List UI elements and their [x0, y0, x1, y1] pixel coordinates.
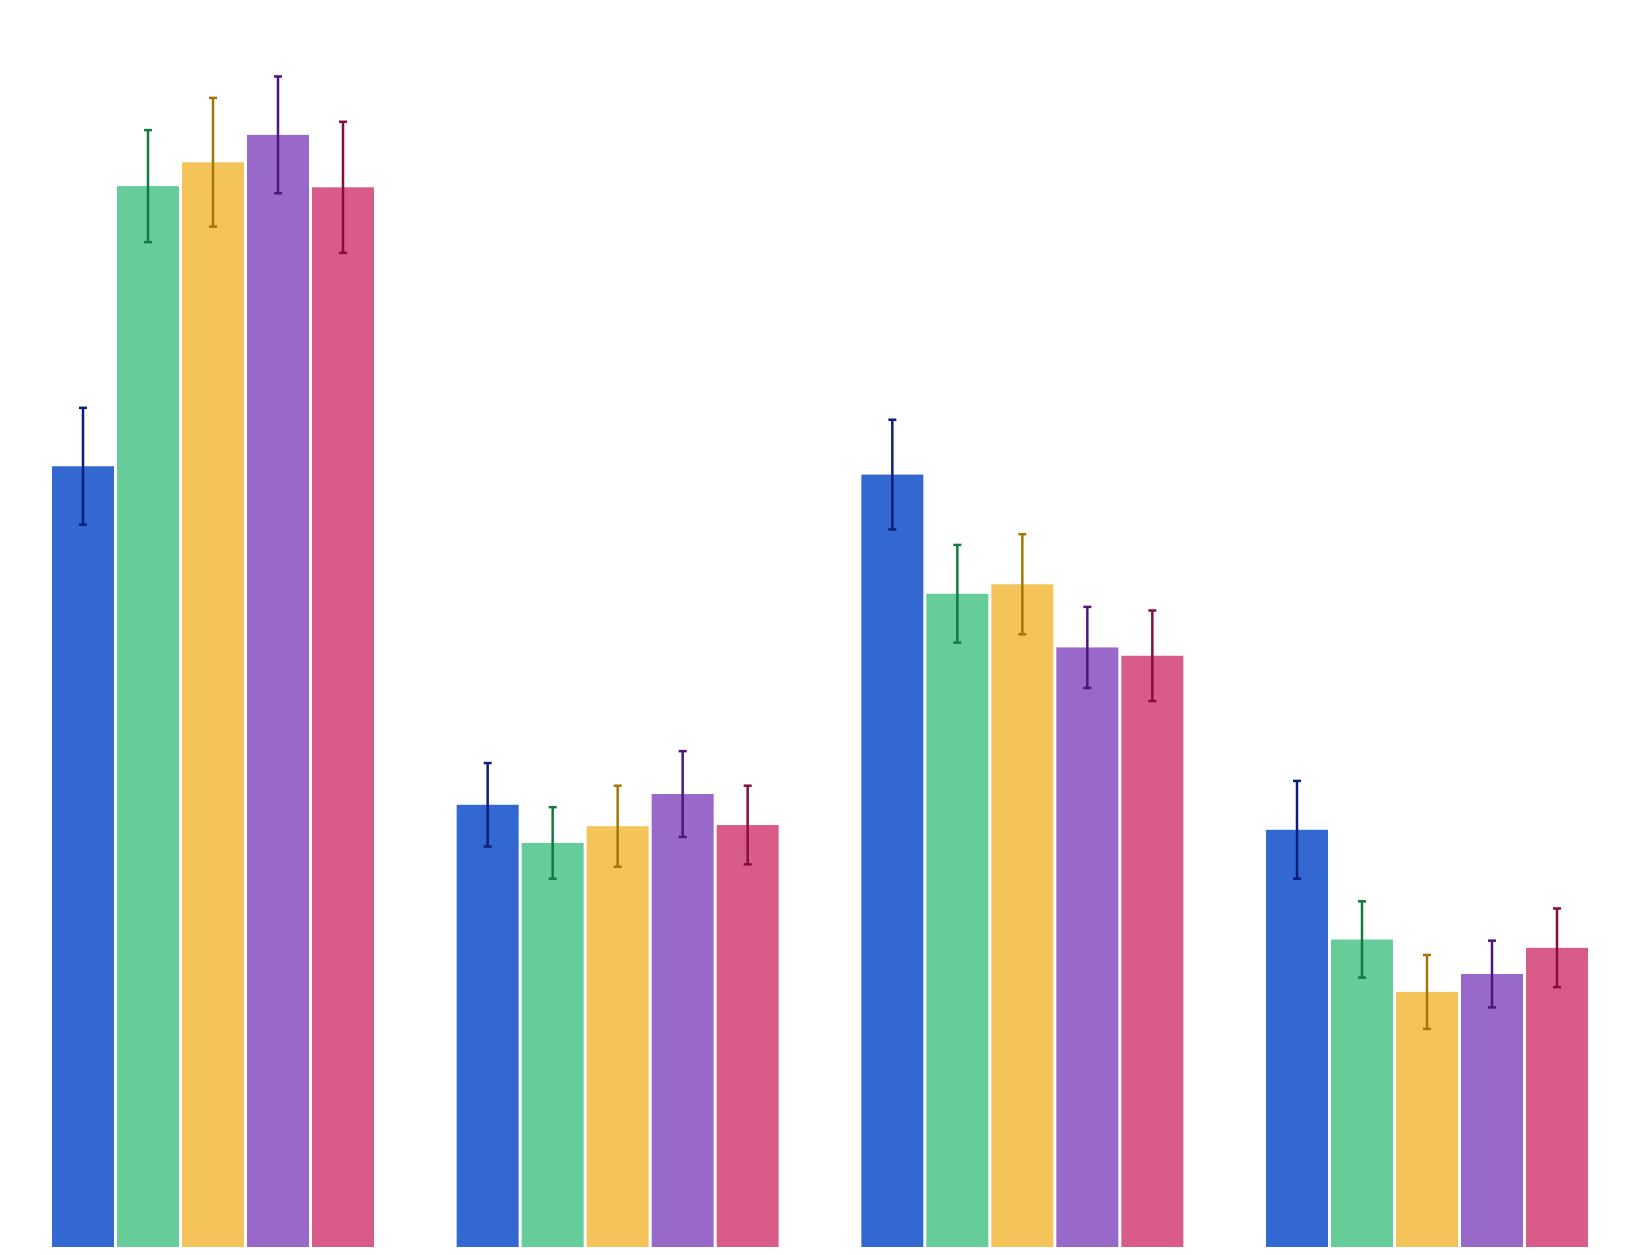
bar-group2-series1 — [456, 804, 519, 1247]
error-bar-group4-series1 — [1293, 779, 1301, 880]
error-bar-group3-series2 — [953, 543, 962, 644]
bar-group2-series2 — [521, 842, 584, 1247]
bar-group1-series3 — [182, 162, 244, 1247]
bar-group1-series1 — [52, 466, 114, 1247]
error-bar-group2-series2 — [548, 805, 557, 880]
error-bar-group4-series5 — [1553, 907, 1561, 989]
bar-group4-series2 — [1331, 939, 1393, 1247]
bar-group1-series4 — [247, 134, 309, 1247]
error-bar-group4-series4 — [1488, 939, 1496, 1009]
error-bar-group1-series4 — [274, 75, 282, 195]
bar-group4-series4 — [1461, 974, 1523, 1247]
bar-group3-series5 — [1121, 655, 1184, 1247]
bar-group2-series4 — [651, 794, 714, 1247]
error-bar-group1-series3 — [209, 96, 217, 228]
bar-group4-series3 — [1396, 991, 1458, 1247]
bar-group1-series5 — [312, 187, 374, 1247]
bar-group4-series5 — [1526, 947, 1588, 1247]
error-bar-group2-series3 — [613, 784, 622, 869]
error-bar-group2-series4 — [678, 749, 687, 839]
error-bar-group2-series5 — [743, 784, 752, 866]
bar-group3-series1 — [861, 474, 924, 1248]
bar-group2-series5 — [716, 825, 779, 1247]
bars-layer — [52, 134, 1588, 1248]
error-bar-group3-series3 — [1018, 532, 1027, 636]
bar-group3-series2 — [926, 593, 989, 1247]
error-bar-group1-series1 — [79, 406, 87, 526]
error-bar-group1-series5 — [339, 120, 347, 255]
bar-group4-series1 — [1266, 829, 1328, 1247]
bar-group3-series4 — [1056, 647, 1119, 1247]
error-bar-group3-series1 — [888, 418, 897, 531]
error-bar-group2-series1 — [483, 761, 492, 848]
error-bar-group3-series5 — [1148, 609, 1157, 703]
error-bar-group3-series4 — [1083, 605, 1092, 690]
error-bar-group4-series3 — [1423, 953, 1431, 1031]
error-bar-group4-series2 — [1358, 900, 1366, 979]
bar-group2-series3 — [586, 826, 649, 1247]
bar-group3-series3 — [991, 584, 1054, 1247]
error-bars-layer — [79, 75, 1561, 1031]
error-bar-group1-series2 — [144, 128, 152, 244]
bar-group1-series2 — [117, 186, 179, 1247]
